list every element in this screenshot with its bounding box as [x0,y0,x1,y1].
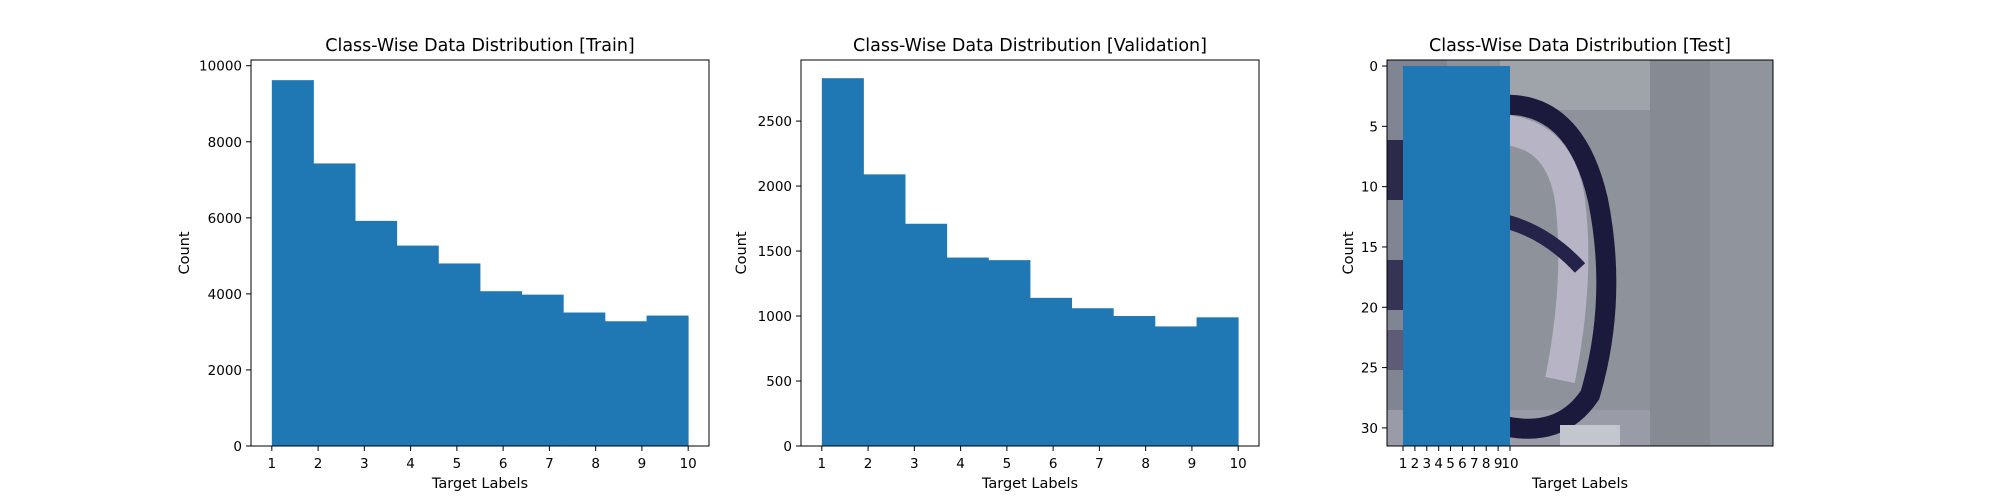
chart-train-title: Class-Wise Data Distribution [Train] [325,36,635,56]
chart-test-y-tick-label: 30 [1361,421,1378,437]
chart-train-x-tick-label: 7 [545,456,554,472]
chart-test-xlabel: Target Labels [1531,476,1628,492]
chart-train: Class-Wise Data Distribution [Train] 1 2 3… [177,36,710,492]
chart-train-y-tick-label: 6000 [208,211,242,227]
chart-test-title: Class-Wise Data Distribution [Test] [1429,36,1731,56]
chart-train-x-tick-label: 4 [406,456,415,472]
chart-validation-x-ticks: 1 2 3 4 5 6 7 8 9 10 [818,446,1247,472]
chart-train-y-ticks: 0 2000 4000 6000 8000 10000 [199,59,251,455]
chart-train-x-tick-label: 3 [360,456,369,472]
chart-test-x-tick-label: 7 [1470,456,1479,472]
chart-test-x-tick-label: 1 [1399,456,1408,472]
chart-test-x-tick-label: 3 [1422,456,1431,472]
chart-validation-bar [821,78,864,446]
chart-test-y-tick-label: 25 [1361,361,1378,377]
chart-validation-x-tick-label: 4 [956,456,965,472]
chart-train-y-tick-label: 8000 [208,135,242,151]
chart-train-x-tick-label: 6 [499,456,508,472]
chart-test-y-tick-label: 0 [1369,59,1378,75]
chart-train-bar [355,220,398,446]
chart-validation-axes-frame [800,59,1260,447]
chart-validation-x-tick-label: 10 [1230,456,1247,472]
chart-train-bar [271,80,314,446]
chart-test-y-tick-label: 10 [1361,180,1378,196]
chart-validation-bar [905,223,948,446]
chart-test-ylabel: Count [1341,231,1357,274]
chart-test-x-tick-label: 2 [1411,456,1420,472]
chart-train-x-tick-label: 9 [638,456,647,472]
chart-test-x-tick-label: 6 [1458,456,1467,472]
chart-validation-bars [821,78,1239,446]
chart-validation-y-tick-label: 500 [766,374,792,390]
chart-test-overlay-bar [1403,66,1510,446]
chart-test-y-ticks: 0 5 10 15 20 25 30 [1361,59,1387,437]
chart-train-axes-frame [250,59,710,447]
chart-validation-y-tick-label: 2500 [758,114,792,130]
chart-validation-bar [863,174,906,446]
chart-train-bar [313,163,356,446]
chart-train-bar [438,263,481,446]
chart-validation-x-tick-label: 1 [818,456,827,472]
chart-validation-title: Class-Wise Data Distribution [Validation… [853,36,1207,56]
chart-test-y-tick-label: 20 [1361,300,1378,316]
chart-test-x-tick-label: 8 [1482,456,1491,472]
chart-validation-x-tick-label: 7 [1095,456,1104,472]
chart-validation-x-tick-label: 6 [1049,456,1058,472]
chart-validation-bar [988,260,1031,446]
chart-train-bars [271,80,689,446]
chart-validation-x-tick-label: 2 [864,456,873,472]
chart-test-x-tick-label: 5 [1446,456,1455,472]
chart-train-x-tick-label: 10 [680,456,697,472]
chart-validation-bar [1196,317,1239,446]
chart-train-bar [646,315,689,446]
chart-train-bar [563,312,606,446]
chart-test-x-ticks: 1 2 3 4 5 6 7 8 910 [1399,446,1519,472]
chart-train-x-tick-label: 1 [268,456,277,472]
chart-validation-xlabel: Target Labels [981,476,1078,492]
chart-test-y-tick-label: 15 [1361,240,1378,256]
chart-train-bar [604,321,647,446]
chart-validation-bar [1113,316,1156,446]
chart-test-x-tick-label: 4 [1434,456,1443,472]
chart-train-y-tick-label: 2000 [208,363,242,379]
chart-test-y-tick-label: 5 [1369,119,1378,135]
chart-validation-ylabel: Count [734,231,750,274]
chart-train-bar [480,291,523,446]
chart-train-y-tick-label: 4000 [208,287,242,303]
chart-validation-y-tick-label: 1000 [758,309,792,325]
chart-test-x-tick-label: 10 [1501,456,1518,472]
chart-train-y-tick-label: 10000 [199,59,242,75]
chart-validation-x-tick-label: 9 [1188,456,1197,472]
chart-train-x-ticks: 1 2 3 4 5 6 7 8 9 10 [268,446,697,472]
chart-train-x-tick-label: 5 [453,456,462,472]
chart-validation-bar [1154,326,1197,446]
chart-validation-y-tick-label: 0 [783,439,792,455]
chart-validation-bar [1030,297,1073,446]
chart-train-bar [396,245,439,446]
chart-train-bar [521,294,564,446]
chart-train-ylabel: Count [177,231,193,274]
chart-train-x-tick-label: 8 [591,456,600,472]
chart-validation: Class-Wise Data Distribution [Validation… [734,36,1260,492]
chart-validation-y-tick-label: 2000 [758,179,792,195]
chart-test-axes-frame [1386,59,1774,447]
chart-validation-y-tick-label: 1500 [758,244,792,260]
chart-train-xlabel: Target Labels [431,476,528,492]
chart-test-x-tick-label: 9 [1494,456,1503,472]
chart-train-y-tick-label: 0 [233,439,242,455]
chart-validation-bar [946,257,989,446]
chart-train-x-tick-label: 2 [314,456,323,472]
chart-validation-y-ticks: 0 500 1000 1500 2000 2500 [758,114,801,455]
chart-validation-bar [1071,308,1114,446]
chart-validation-x-tick-label: 8 [1141,456,1150,472]
chart-validation-x-tick-label: 3 [910,456,919,472]
chart-validation-x-tick-label: 5 [1003,456,1012,472]
